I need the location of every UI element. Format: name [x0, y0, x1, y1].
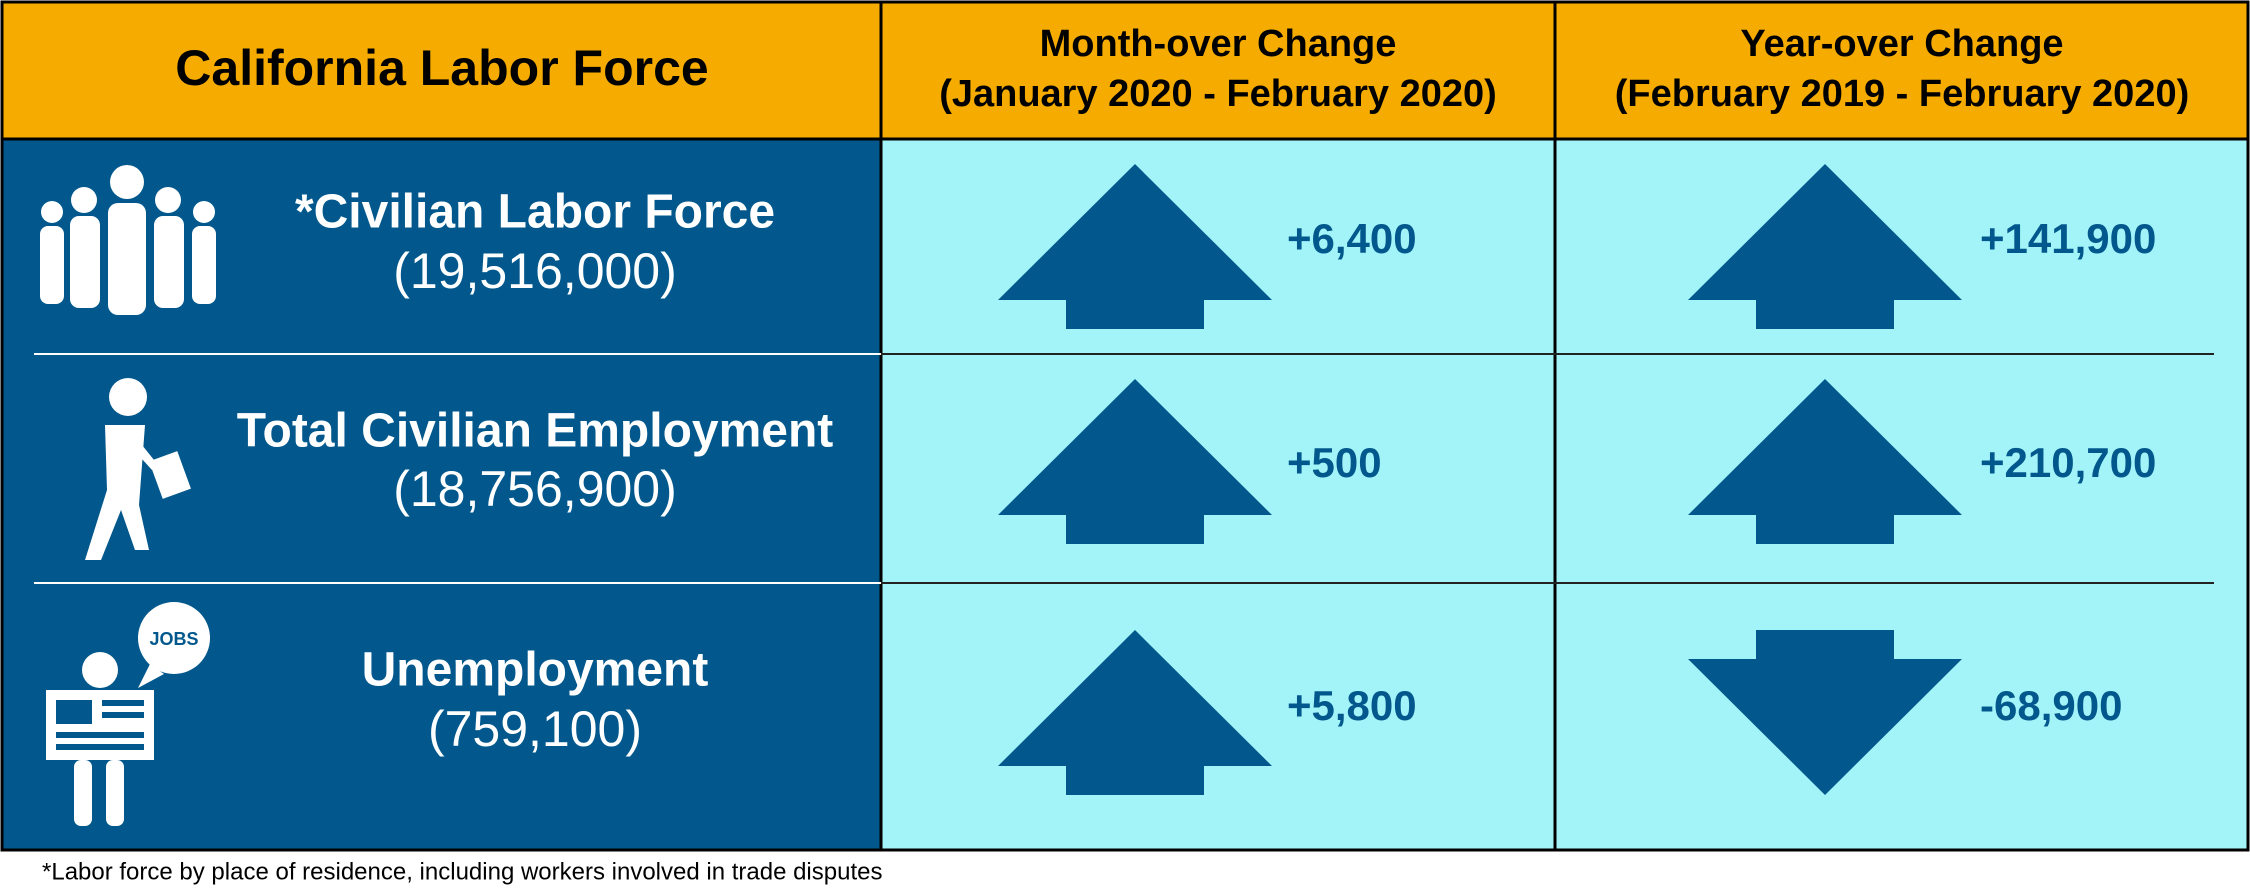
change-value: +210,700 [1980, 439, 2156, 486]
icon-label: JOBS [149, 629, 198, 649]
walking-person-icon [85, 378, 191, 560]
column-period: (February 2019 - February 2020) [1615, 73, 2190, 115]
newspaper-icon: JOBS [46, 602, 210, 826]
people-icon [40, 165, 216, 315]
down-arrow [1688, 630, 1962, 795]
up-arrow [998, 164, 1272, 329]
row-total: (19,516,000) [393, 243, 677, 299]
table-title: California Labor Force [175, 40, 708, 96]
header-bar [0, 0, 2250, 141]
column-header: Month-over Change [1040, 23, 1397, 65]
change-value: -68,900 [1980, 682, 2122, 729]
row-label: Unemployment [362, 644, 709, 697]
column-header: Year-over Change [1740, 23, 2063, 65]
row-label: Total Civilian Employment [237, 405, 834, 458]
row-total: (18,756,900) [393, 461, 677, 517]
row-total: (759,100) [428, 701, 642, 757]
up-arrow [1688, 379, 1962, 544]
row-label: *Civilian Labor Force [295, 186, 775, 239]
change-value: +141,900 [1980, 215, 2156, 262]
up-arrow [1688, 164, 1962, 329]
up-arrow [998, 379, 1272, 544]
change-value: +5,800 [1287, 682, 1417, 729]
column-period: (January 2020 - February 2020) [939, 73, 1497, 115]
up-arrow [998, 630, 1272, 795]
change-value: +6,400 [1287, 215, 1417, 262]
change-value: +500 [1287, 439, 1382, 486]
footnote: *Labor force by place of residence, incl… [42, 858, 882, 885]
